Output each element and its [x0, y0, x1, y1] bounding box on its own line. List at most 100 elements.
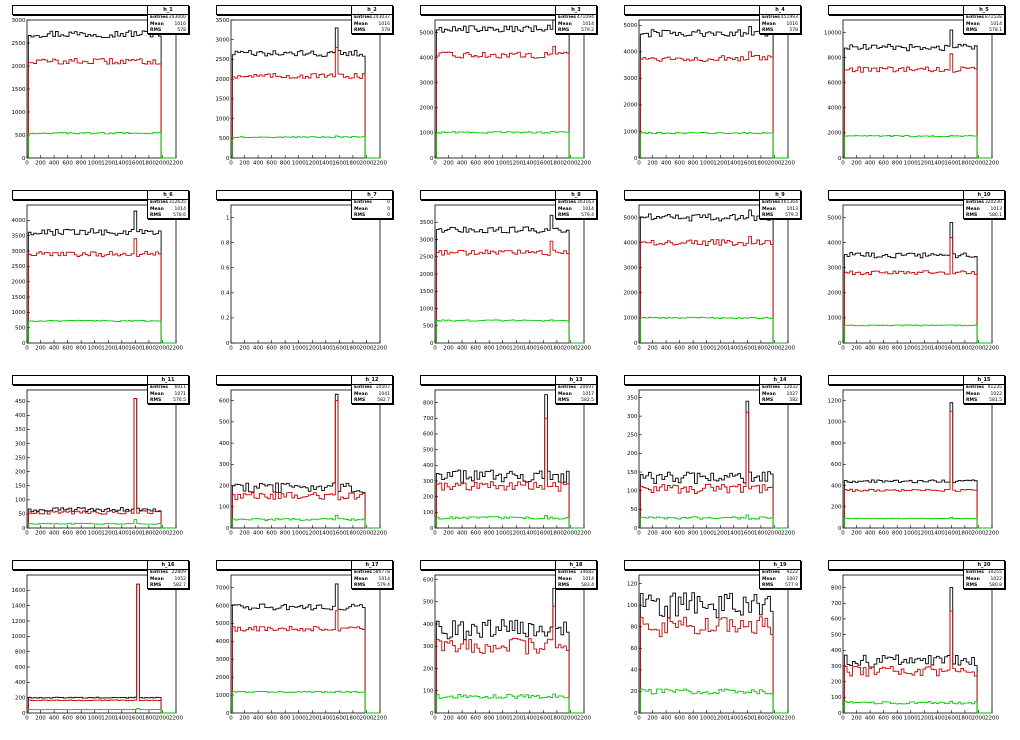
y-tick-label: 4000 [624, 240, 638, 246]
rms-value: 580.1 [989, 213, 1002, 218]
stats-row-mean: Mean 1041 [354, 391, 390, 397]
plot-frame [230, 204, 381, 344]
y-tick-label: 0 [430, 156, 434, 162]
x-tick-label: 400 [457, 531, 468, 537]
x-tick-label: 1800 [550, 161, 564, 167]
y-tick-label: 0 [634, 341, 638, 347]
x-tick-label: 1400 [319, 716, 333, 722]
stats-row-rms: RMS 579.3 [762, 213, 798, 218]
x-tick-label: 0 [433, 716, 437, 722]
x-tick-label: 1000 [700, 716, 714, 722]
stats-row-entries: Entries 22809 [150, 570, 186, 575]
x-tick-label: 1600 [536, 531, 550, 537]
x-tick-label: 400 [661, 346, 672, 352]
x-tick-label: 0 [229, 716, 233, 722]
x-tick-label: 1800 [142, 161, 156, 167]
stats-row-entries: Entries 320230 [966, 200, 1002, 205]
mean-value: 1014 [378, 576, 390, 582]
entries-value: 471094 [576, 15, 594, 20]
histogram-title [828, 5, 978, 15]
x-tick-label: 200 [443, 716, 454, 722]
y-tick-label: 2000 [12, 64, 26, 70]
x-tick-label: 400 [253, 161, 264, 167]
y-tick-label: 4000 [828, 240, 842, 246]
series-red-line [27, 583, 162, 713]
y-tick-label: 2000 [420, 106, 434, 112]
x-tick-label: 200 [647, 346, 658, 352]
stats-box: h_3 Entries 471094 Mean 1014 RMS 579.2 [555, 5, 597, 34]
y-tick-label: 500 [423, 447, 434, 453]
x-tick-label: 1200 [509, 716, 523, 722]
x-tick-label: 400 [457, 161, 468, 167]
x-tick-label: 200 [35, 716, 46, 722]
y-tick-label: 2000 [624, 291, 638, 297]
x-tick-label: 1800 [346, 531, 360, 537]
x-tick-label: 0 [25, 716, 29, 722]
stats-box: h_4 Entries 451993 Mean 1016 RMS 578 [759, 5, 801, 34]
y-tick-label: 300 [423, 644, 434, 650]
x-tick-label: 1600 [332, 531, 346, 537]
x-tick-label: 800 [76, 161, 87, 167]
y-tick-label: 400 [15, 680, 26, 686]
x-tick-label: 1800 [142, 531, 156, 537]
rms-value: 579.3 [785, 213, 798, 218]
x-tick-label: 600 [470, 531, 481, 537]
y-tick-label: 350 [627, 395, 638, 401]
x-tick-label: 600 [878, 161, 889, 167]
y-tick-label: 5000 [624, 215, 638, 221]
x-tick-label: 1600 [128, 531, 142, 537]
stats-row-rms: RMS 579.2 [558, 28, 594, 33]
y-tick-label: 0.8 [221, 240, 230, 246]
stats-row-rms: RMS 578 [150, 28, 186, 33]
y-tick-label: 0 [22, 156, 26, 162]
mean-value: 1014 [582, 206, 594, 212]
y-tick-label: 500 [423, 324, 434, 330]
x-tick-label: 800 [688, 716, 699, 722]
x-tick-label: 400 [865, 531, 876, 537]
x-tick-label: 0 [25, 531, 29, 537]
y-tick-label: 50 [19, 512, 26, 518]
x-tick-label: 1400 [523, 531, 537, 537]
x-tick-label: 600 [266, 161, 277, 167]
y-tick-label: 400 [423, 622, 434, 628]
y-tick-label: 300 [423, 479, 434, 485]
series-red-line [27, 238, 162, 343]
x-tick-label: 200 [851, 716, 862, 722]
rms-value: 578 [789, 28, 798, 33]
plot-frame [434, 389, 585, 529]
y-tick-label: 60 [631, 646, 638, 652]
y-tick-label: 0 [430, 526, 434, 532]
histogram-name: h_20 [964, 561, 1004, 570]
x-tick-label: 200 [443, 346, 454, 352]
y-tick-label: 1000 [216, 693, 230, 699]
mean-value: 1016 [378, 21, 390, 27]
x-tick-label: 2000 [563, 346, 577, 352]
histogram-title [12, 190, 162, 200]
x-tick-label: 1800 [346, 346, 360, 352]
stats-row-rms: RMS 578 [762, 28, 798, 33]
x-tick-label: 600 [266, 531, 277, 537]
series-red-line [639, 411, 774, 528]
entries-value: 0 [387, 200, 390, 205]
y-tick-label: 3000 [12, 18, 26, 24]
histogram-panel-h_11: 0 50 100 150 200 250 300 350 400 450 0 200 400 600 800… [0, 370, 204, 555]
stats-row-rms: RMS 578.6 [150, 213, 186, 218]
y-tick-label: 1500 [12, 295, 26, 301]
rms-value: 576.5 [173, 398, 186, 403]
x-tick-label: 1600 [332, 716, 346, 722]
stats-row-rms: RMS 577.9 [762, 583, 798, 588]
x-tick-label: 1000 [700, 531, 714, 537]
plot-frame [26, 389, 177, 529]
y-tick-label: 2500 [216, 57, 230, 63]
series-green-line [843, 324, 978, 343]
stats-row-rms: RMS 0 [354, 213, 390, 218]
histogram-panel-h_12: 0 100 200 300 400 500 600 0 200 400 600 800 1000 1200… [204, 370, 408, 555]
series-green-line [435, 515, 570, 528]
x-tick-label: 800 [892, 531, 903, 537]
x-tick-label: 200 [647, 161, 658, 167]
x-tick-label: 2000 [767, 531, 781, 537]
y-tick-label: 100 [627, 603, 638, 609]
x-tick-label: 600 [674, 161, 685, 167]
